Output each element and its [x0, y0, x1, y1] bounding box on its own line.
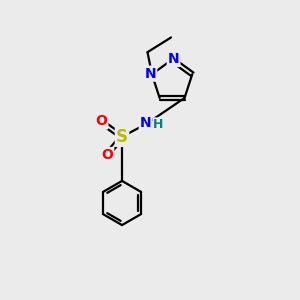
Text: O: O — [101, 148, 113, 162]
Text: H: H — [153, 118, 164, 131]
Text: S: S — [116, 128, 128, 146]
Text: N: N — [145, 67, 156, 81]
Text: N: N — [168, 52, 179, 66]
Text: O: O — [95, 114, 107, 128]
Text: N: N — [140, 116, 152, 130]
